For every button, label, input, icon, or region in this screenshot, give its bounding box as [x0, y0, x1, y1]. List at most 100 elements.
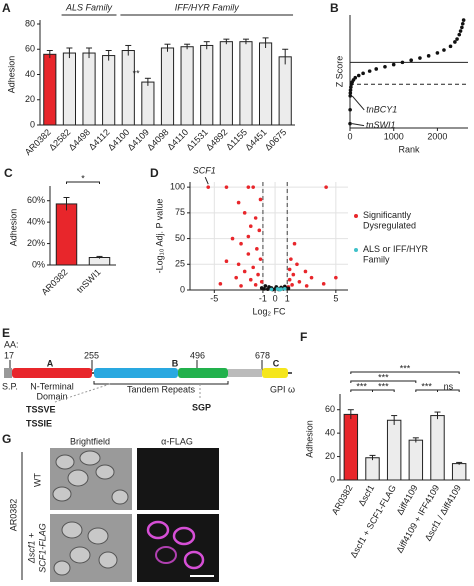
bracket [93, 381, 229, 385]
y-axis-label: Adhesion [304, 420, 314, 458]
point [348, 94, 353, 98]
point [460, 25, 464, 30]
point [278, 287, 282, 292]
point [291, 272, 296, 277]
bar [82, 52, 96, 126]
x-tick-label: Δ0675 [263, 127, 288, 152]
significance: *** [378, 381, 389, 391]
cell [69, 546, 91, 564]
significance: *** [356, 381, 367, 391]
point [426, 54, 431, 58]
point [297, 279, 302, 284]
domain-label: C [273, 358, 280, 368]
legend-label: Significantly Dysregulated [363, 210, 416, 230]
n-terminal-domain [12, 368, 92, 378]
significance: * [81, 173, 85, 183]
bar [200, 44, 214, 126]
point [256, 272, 260, 277]
point [239, 284, 243, 288]
annotation: tnBCY1 [366, 104, 397, 114]
point [269, 287, 274, 292]
signal-label: S.P. [2, 381, 18, 391]
point [455, 37, 459, 41]
point [292, 241, 297, 246]
point [234, 275, 238, 280]
panel-label: F [300, 330, 307, 344]
x-tick-label: -1 [259, 293, 267, 303]
point [258, 257, 263, 261]
y-tick-label: 60 [325, 404, 335, 414]
x-tick-label: 2000 [427, 131, 447, 141]
cell [146, 520, 170, 540]
cell [155, 546, 177, 564]
y-tick-label: 100 [170, 182, 185, 192]
repeat-region [178, 368, 228, 378]
significance-bracket [66, 181, 100, 184]
point [251, 185, 255, 189]
significance: *** [421, 381, 432, 391]
point [242, 211, 247, 215]
bar [180, 46, 194, 126]
point [286, 286, 291, 291]
x-tick-label: tnSWI1 [75, 267, 103, 295]
strain-label: AR0382 [8, 499, 18, 532]
repeat-region [94, 368, 178, 378]
point [321, 282, 326, 286]
point [246, 185, 251, 189]
c-terminal [262, 368, 288, 378]
x-tick-label: -5 [210, 293, 218, 303]
annotation-pointer [204, 176, 209, 185]
y-tick-label: 80 [25, 18, 35, 28]
y-tick-label: 25 [175, 259, 185, 269]
signal-peptide [4, 368, 12, 378]
point [263, 284, 268, 288]
x-tick-label: 5 [333, 293, 338, 303]
linker [228, 369, 262, 377]
cell [55, 454, 75, 470]
point [453, 40, 457, 44]
point [246, 234, 251, 239]
bar [343, 413, 359, 481]
significance: *** [378, 372, 389, 382]
x-tick-label: 1 [285, 293, 290, 303]
point [236, 262, 241, 267]
domain-diagram: AA: 17 255 496 678 A B C S.P. N-Terminal… [2, 339, 295, 428]
point [435, 51, 440, 55]
x-axis-label: Log₂ FC [252, 306, 286, 316]
x-tick-label: Δ4892 [204, 127, 229, 152]
y-tick-label: 20% [27, 238, 45, 248]
point [356, 73, 361, 78]
point [283, 286, 287, 291]
legend-swatch [354, 248, 358, 252]
y-tick-label: 40 [25, 69, 35, 79]
aa-position: 678 [255, 350, 270, 360]
annotation: tnSWI1 [366, 120, 396, 130]
point [361, 71, 365, 76]
point [290, 283, 294, 287]
panel-label: B [330, 1, 339, 15]
point [259, 286, 264, 290]
y-tick-label: 0 [30, 119, 35, 129]
x-tick-label: 0 [347, 131, 352, 141]
x-tick-label: AR0382 [330, 483, 355, 516]
row-label: WT [32, 473, 42, 487]
point [303, 269, 308, 274]
bar [102, 55, 116, 126]
x-tick-label: Δscf1 [356, 483, 376, 508]
x-axis-label: Rank [398, 144, 420, 154]
bar [430, 415, 445, 481]
bar [408, 439, 424, 481]
column-header: α-FLAG [161, 436, 193, 446]
sequence-logo: TSSVE [26, 404, 56, 414]
connector [54, 383, 111, 403]
cell [172, 526, 196, 546]
legend-swatch [354, 214, 358, 218]
domain-label: A [47, 358, 54, 368]
annotation: SCF1 [193, 166, 216, 176]
panel-label: C [4, 166, 13, 180]
point [334, 275, 338, 280]
point [348, 88, 353, 92]
sequence-logo: TSSIE [26, 418, 52, 428]
sequence-logo: SGP [192, 402, 211, 412]
bar [386, 419, 402, 481]
